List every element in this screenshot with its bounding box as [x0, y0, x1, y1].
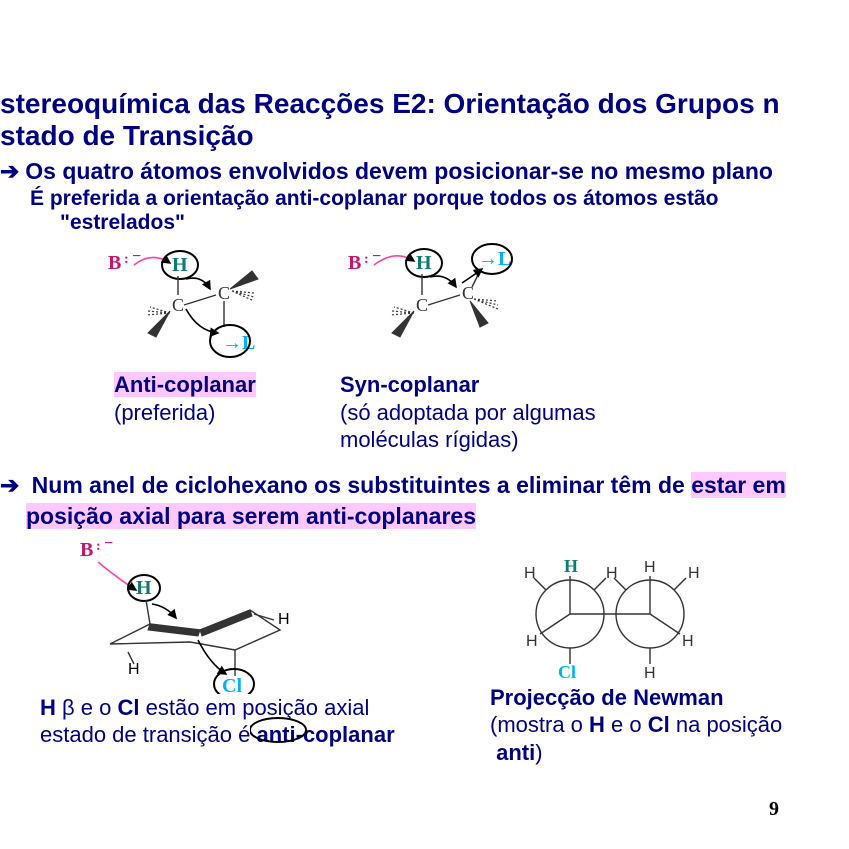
anti-caption: Anti-coplanar (preferida)	[114, 371, 300, 426]
svg-text:H: H	[278, 611, 290, 628]
syn-caption: Syn-coplanar (só adoptada por algumas mo…	[340, 371, 640, 454]
leaving-group: →L	[478, 248, 511, 270]
base-label: B	[108, 252, 121, 274]
svg-text:H: H	[416, 252, 432, 274]
anti-diagram: B : − H C C →L	[90, 241, 300, 371]
syn-diagram: B : − H C C →L	[340, 241, 570, 371]
svg-text::: :	[96, 539, 101, 554]
page-number: 9	[769, 798, 779, 821]
newman-caption: Projecção de Newman (mostra o H e o Cl n…	[490, 684, 830, 767]
svg-text:C: C	[218, 283, 230, 303]
svg-text:H: H	[524, 565, 536, 582]
svg-text:C: C	[172, 295, 184, 315]
svg-text:H: H	[682, 633, 694, 650]
newman-diagram: H H H H H H H Cl H	[490, 534, 750, 684]
chair-column: B : − H Cl H H	[40, 534, 400, 767]
bullet-3: Num anel de ciclohexano os substituintes…	[0, 472, 849, 499]
chair-diagram: B : − H Cl H H	[40, 534, 330, 694]
cl-atom: Cl	[222, 675, 242, 694]
bullet-2-quote: "estrelados"	[60, 211, 849, 235]
bullet-3b: posição axial para serem anti-coplanares	[26, 503, 849, 530]
bullet-2: É preferida a orientação anti-coplanar p…	[30, 187, 849, 211]
title-line1: stereoquímica das Reacções E2: Orientaçã…	[0, 88, 780, 119]
title-line2: stado de Transição	[0, 120, 254, 151]
svg-text:B: B	[80, 539, 93, 561]
svg-text::: :	[364, 252, 369, 267]
bullet-1: Os quatro átomos envolvidos devem posici…	[0, 158, 849, 185]
svg-text:C: C	[416, 295, 428, 315]
slide: stereoquímica das Reacções E2: Orientaçã…	[0, 0, 849, 849]
svg-text:−: −	[104, 535, 113, 552]
slide-title: stereoquímica das Reacções E2: Orientaçã…	[0, 88, 849, 152]
svg-text:Cl: Cl	[558, 662, 576, 682]
sawhorse-row: B : − H C C →L	[90, 241, 849, 454]
newman-column: H H H H H H H Cl H Projecção de Newman (…	[490, 534, 830, 767]
svg-text:H: H	[644, 665, 656, 682]
svg-text:H: H	[644, 559, 656, 576]
chair-caption: H β e o Cl estão em posição axial estado…	[40, 694, 400, 749]
svg-text::: :	[124, 252, 129, 267]
syn-column: B : − H C C →L	[340, 241, 640, 454]
svg-text:H: H	[606, 565, 618, 582]
anti-column: B : − H C C →L	[90, 241, 300, 454]
h-atom: H	[172, 254, 188, 276]
svg-text:B: B	[348, 252, 361, 274]
svg-text:H: H	[688, 565, 700, 582]
svg-text:H: H	[526, 633, 538, 650]
svg-text:H: H	[136, 577, 152, 599]
bottom-row: B : − H Cl H H	[40, 534, 849, 767]
anti-word: anti-	[256, 722, 302, 747]
svg-text:H: H	[564, 556, 578, 576]
